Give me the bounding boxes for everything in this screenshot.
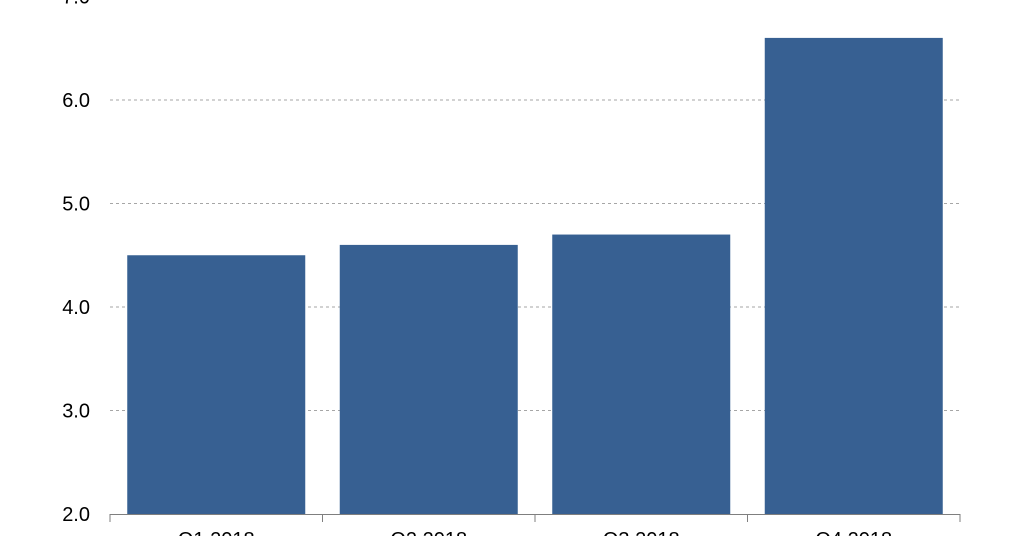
bar-q1-2018 xyxy=(127,255,306,514)
x-axis-tick-labels: Q1 2018 Q2 2018 Q3 2018 Q4 2018 xyxy=(178,529,892,536)
y-tick-label: 6.0 xyxy=(62,90,90,112)
bar-q2-2018 xyxy=(339,244,518,514)
bar-q3-2018 xyxy=(552,234,731,515)
x-tick-label: Q3 2018 xyxy=(603,529,680,536)
x-tick-label: Q4 2018 xyxy=(815,529,892,536)
y-tick-label: 3.0 xyxy=(62,401,90,423)
bars xyxy=(127,37,943,515)
x-tick-label: Q1 2018 xyxy=(178,529,255,536)
x-tick-label: Q2 2018 xyxy=(390,529,467,536)
y-tick-label: 2.0 xyxy=(62,504,90,526)
bar-q4-2018 xyxy=(764,37,943,515)
x-axis xyxy=(109,514,961,522)
y-tick-label: 5.0 xyxy=(62,194,90,216)
y-axis-tick-labels: 2.0 3.0 4.0 5.0 6.0 7.0 xyxy=(62,0,90,526)
y-tick-label: 4.0 xyxy=(62,297,90,319)
y-tick-label: 7.0 xyxy=(62,0,90,9)
